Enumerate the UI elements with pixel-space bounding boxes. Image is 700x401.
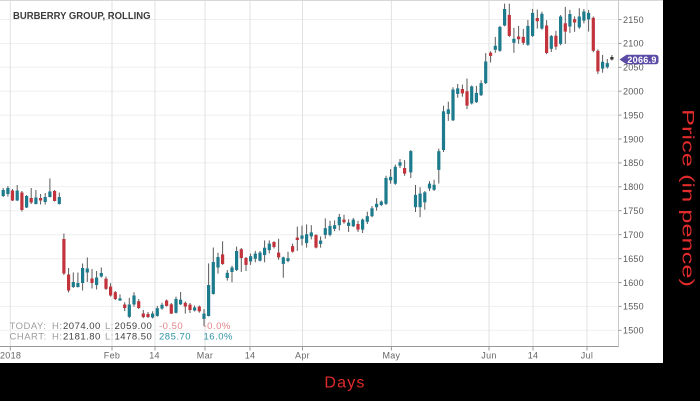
svg-text:2059.00: 2059.00	[115, 321, 153, 332]
svg-text:2066.9: 2066.9	[627, 55, 656, 65]
svg-text:16.0%: 16.0%	[204, 332, 233, 343]
svg-text:1650: 1650	[623, 254, 644, 264]
svg-text:14: 14	[528, 350, 539, 360]
svg-text:1478.50: 1478.50	[115, 332, 153, 343]
svg-text:2050: 2050	[623, 63, 644, 73]
svg-text:1500: 1500	[623, 326, 644, 336]
svg-text:1600: 1600	[623, 278, 644, 288]
svg-text:1550: 1550	[623, 302, 644, 312]
svg-text:1900: 1900	[623, 134, 644, 144]
svg-text:-0.50: -0.50	[159, 321, 183, 332]
svg-text:1750: 1750	[623, 206, 644, 216]
svg-text:L:: L:	[105, 321, 114, 332]
svg-text:285.70: 285.70	[159, 332, 191, 343]
svg-text:Jun: Jun	[481, 350, 496, 360]
svg-text:2100: 2100	[623, 39, 644, 49]
svg-text:Apr: Apr	[295, 350, 310, 360]
svg-text:CHART:: CHART:	[10, 332, 47, 343]
svg-text:-0.0%: -0.0%	[204, 321, 231, 332]
svg-text:H:: H:	[52, 321, 63, 332]
svg-text:H:: H:	[52, 332, 63, 343]
svg-text:Days: Days	[324, 375, 365, 392]
svg-text:Price (in pence): Price (in pence)	[679, 109, 697, 287]
svg-text:1700: 1700	[623, 230, 644, 240]
svg-text:2181.80: 2181.80	[63, 332, 101, 343]
svg-text:2018: 2018	[0, 350, 21, 360]
svg-text:L:: L:	[105, 332, 114, 343]
svg-text:14: 14	[245, 350, 256, 360]
svg-text:TODAY:: TODAY:	[10, 321, 47, 332]
svg-text:Feb: Feb	[104, 350, 120, 360]
svg-text:2000: 2000	[623, 87, 644, 97]
svg-text:1800: 1800	[623, 182, 644, 192]
svg-text:Mar: Mar	[197, 350, 213, 360]
svg-text:1950: 1950	[623, 110, 644, 120]
svg-text:2074.00: 2074.00	[63, 321, 101, 332]
svg-text:BURBERRY GROUP, ROLLING: BURBERRY GROUP, ROLLING	[13, 10, 151, 22]
svg-text:Jul: Jul	[581, 350, 593, 360]
svg-text:14: 14	[149, 350, 160, 360]
svg-text:1850: 1850	[623, 158, 644, 168]
svg-text:May: May	[382, 350, 400, 360]
svg-text:2150: 2150	[623, 15, 644, 25]
